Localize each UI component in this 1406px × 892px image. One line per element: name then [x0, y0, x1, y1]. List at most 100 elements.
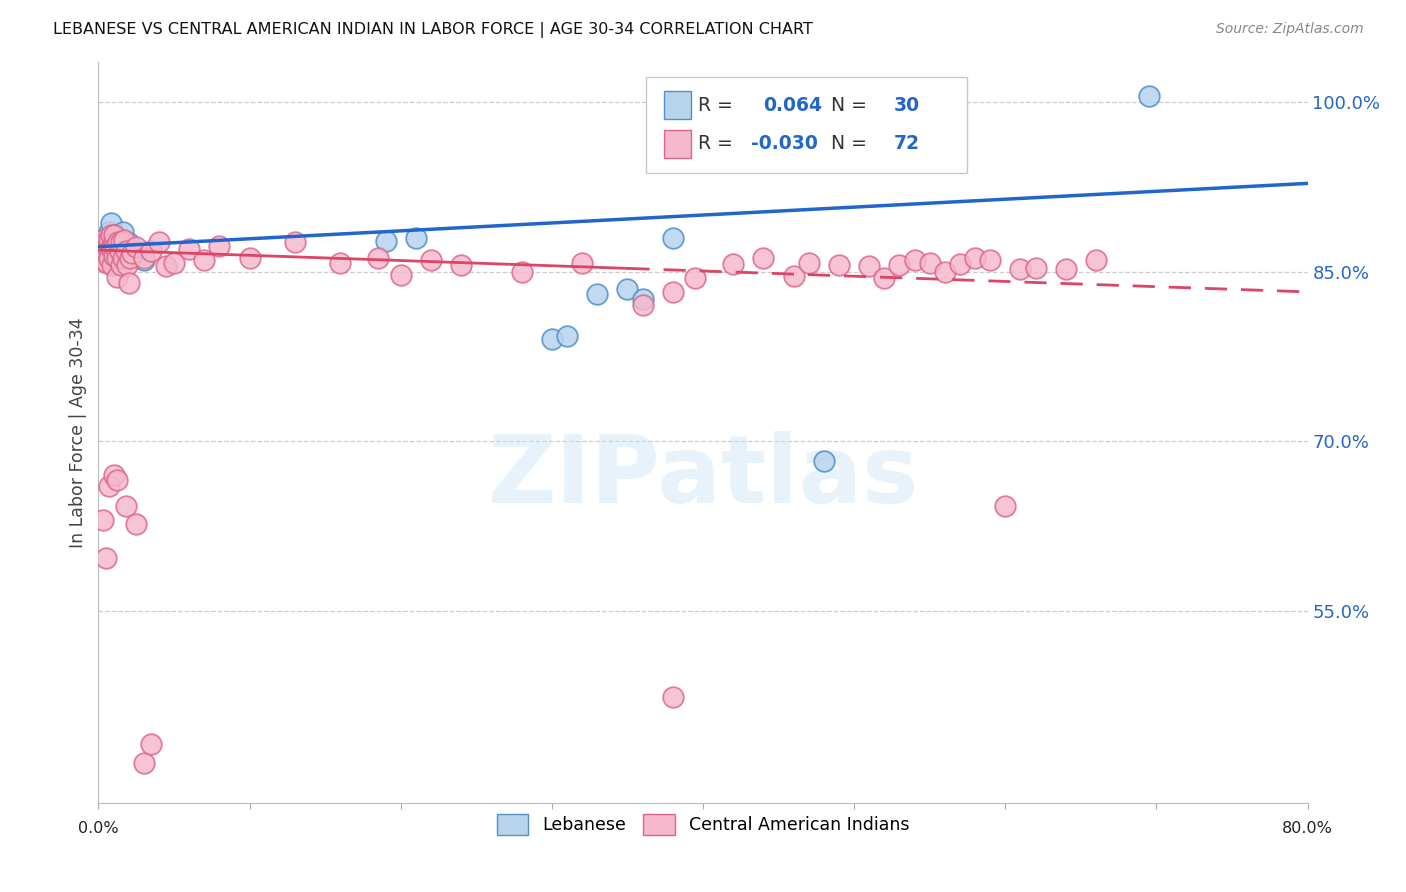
Point [208, 238, 231, 252]
Point [661, 690, 683, 704]
Point [125, 240, 148, 254]
Point [631, 292, 654, 306]
Point [105, 236, 128, 251]
Point [374, 234, 396, 248]
Point [329, 255, 352, 269]
Text: Source: ZipAtlas.com: Source: ZipAtlas.com [1216, 22, 1364, 37]
Point [100, 242, 122, 256]
Point [752, 251, 775, 265]
Point [93, 240, 115, 254]
Point [685, 271, 707, 285]
Point [105, 251, 128, 265]
Point [858, 259, 880, 273]
Point [239, 251, 262, 265]
Point [103, 228, 125, 243]
Point [91, 513, 114, 527]
Point [103, 235, 125, 249]
Point [98, 251, 121, 265]
Point [107, 242, 129, 256]
Point [114, 244, 136, 259]
Point [121, 244, 143, 259]
FancyBboxPatch shape [664, 130, 690, 158]
Point [965, 251, 987, 265]
Point [103, 240, 125, 254]
Point [420, 253, 443, 268]
Point [571, 255, 593, 269]
Text: 30: 30 [894, 95, 920, 115]
Point [114, 499, 136, 513]
Point [586, 287, 609, 301]
Text: R =: R = [699, 135, 733, 153]
Point [111, 225, 134, 239]
Point [179, 242, 201, 256]
Point [661, 285, 683, 299]
Point [510, 264, 533, 278]
Point [110, 235, 132, 249]
Point [98, 479, 121, 493]
Point [873, 271, 896, 285]
Point [405, 230, 427, 244]
Point [934, 264, 956, 278]
FancyBboxPatch shape [647, 78, 966, 173]
Point [103, 468, 125, 483]
Point [555, 329, 578, 343]
Point [101, 242, 124, 256]
Point [1054, 262, 1077, 277]
Point [96, 240, 118, 254]
Text: 72: 72 [894, 135, 920, 153]
Point [1010, 262, 1032, 277]
Point [112, 233, 135, 247]
Y-axis label: In Labor Force | Age 30-34: In Labor Force | Age 30-34 [69, 318, 87, 548]
Point [450, 258, 472, 272]
Point [108, 244, 131, 259]
Text: ZIPatlas: ZIPatlas [488, 431, 918, 523]
Point [723, 257, 745, 271]
Point [108, 233, 131, 247]
Text: 80.0%: 80.0% [1282, 822, 1333, 837]
Point [100, 240, 122, 254]
Point [120, 251, 142, 265]
Point [783, 268, 806, 283]
Text: N =: N = [831, 135, 868, 153]
Point [148, 235, 170, 249]
Point [104, 240, 127, 254]
Point [110, 240, 132, 254]
Point [94, 249, 117, 263]
Text: -0.030: -0.030 [751, 135, 818, 153]
Point [540, 332, 562, 346]
Point [103, 249, 125, 263]
Point [121, 246, 143, 260]
Point [93, 254, 115, 268]
Point [101, 258, 124, 272]
Point [918, 255, 941, 269]
FancyBboxPatch shape [664, 91, 690, 120]
Point [284, 235, 307, 249]
Point [132, 756, 155, 771]
Point [98, 234, 121, 248]
Point [125, 246, 148, 260]
Text: 0.064: 0.064 [763, 95, 823, 115]
Point [100, 216, 122, 230]
Text: 0.0%: 0.0% [79, 822, 118, 837]
Point [115, 258, 138, 272]
Point [96, 255, 118, 269]
Point [105, 270, 128, 285]
Point [105, 473, 128, 487]
Point [631, 298, 654, 312]
Point [889, 258, 911, 272]
Point [661, 230, 683, 244]
Point [114, 246, 136, 260]
Point [110, 258, 132, 272]
Point [949, 257, 972, 271]
Point [101, 234, 124, 248]
Point [132, 253, 155, 268]
Point [141, 737, 163, 751]
Point [994, 499, 1017, 513]
Point [94, 550, 117, 565]
Point [813, 454, 835, 468]
Point [155, 259, 177, 273]
Point [91, 246, 114, 260]
Point [107, 235, 129, 249]
Point [1137, 89, 1160, 103]
Text: N =: N = [831, 95, 868, 115]
